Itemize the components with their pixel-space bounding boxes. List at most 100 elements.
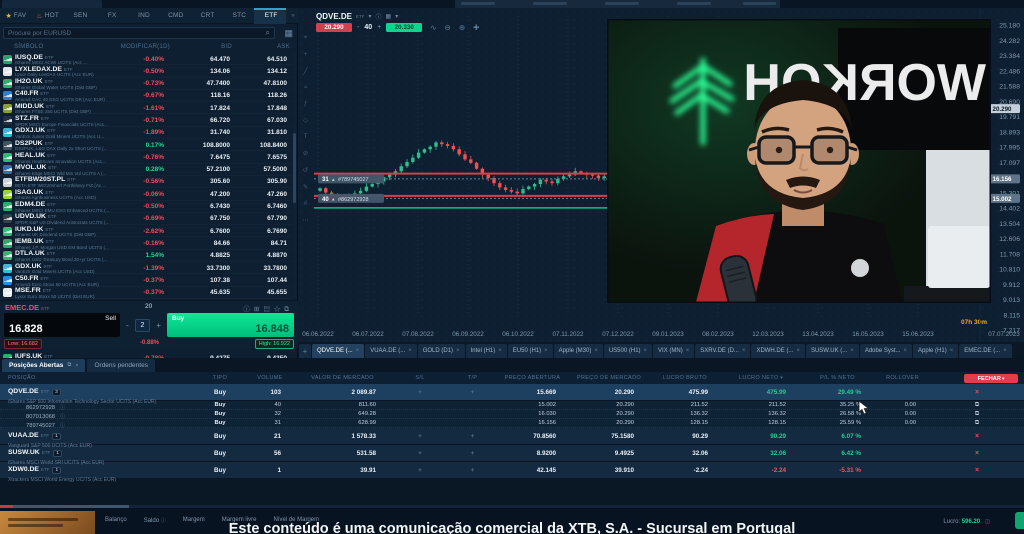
position-row[interactable]: 789745027 ⓘ Buy 31 628.99 16.156 20.290 1… bbox=[0, 419, 1024, 429]
expand-icon[interactable]: ⧉ bbox=[284, 305, 293, 313]
bid-price[interactable]: 305.60 bbox=[210, 178, 230, 186]
close-position-icon[interactable]: × bbox=[974, 432, 980, 440]
position-row[interactable]: QDVE.DE ETF 3 iShares S&P 500 Information … bbox=[0, 384, 1024, 405]
ask-price[interactable]: 17.848 bbox=[267, 104, 287, 112]
chart-tab[interactable]: GOLD (D1) × bbox=[417, 344, 465, 358]
buy-button[interactable]: Buy 16.848 bbox=[167, 313, 294, 337]
ask-price[interactable]: 57.5000 bbox=[263, 166, 288, 174]
watchlist-tab[interactable]: CRT bbox=[191, 8, 223, 24]
close-icon[interactable]: × bbox=[456, 348, 460, 354]
sell-button[interactable]: Sell 16.828 bbox=[4, 313, 120, 337]
close-icon[interactable]: × bbox=[594, 348, 598, 354]
bid-price[interactable]: 17.824 bbox=[210, 104, 230, 112]
search-bar[interactable]: Procure por EURUSD ⌕ bbox=[3, 27, 275, 39]
drawing-tool-icon[interactable]: ✎ bbox=[302, 184, 309, 191]
chart-symbol[interactable]: QDVE.DE bbox=[316, 11, 353, 21]
close-position-icon[interactable]: ⧉ bbox=[974, 419, 980, 426]
bid-price[interactable]: 7.6475 bbox=[210, 153, 230, 161]
bid-price[interactable]: 64.470 bbox=[210, 55, 230, 63]
chart-tab[interactable]: EU50 (H1) × bbox=[507, 344, 553, 358]
bid-price[interactable]: 45.635 bbox=[210, 289, 230, 297]
close-position-icon[interactable]: ⧉ bbox=[974, 401, 980, 408]
quantity-value[interactable]: 2 bbox=[135, 318, 150, 332]
ask-price[interactable]: 67.790 bbox=[267, 215, 287, 223]
position-row[interactable]: VUAA.DE ETF 1 Vanguard S&P 500 UCITS (Acc … bbox=[0, 428, 1024, 449]
close-icon[interactable]: × bbox=[643, 348, 648, 354]
bid-price[interactable]: 33.7300 bbox=[206, 264, 231, 272]
close-position-icon[interactable]: × bbox=[974, 388, 980, 396]
close-icon[interactable]: × bbox=[685, 348, 690, 354]
ask-price[interactable]: 6.7690 bbox=[267, 227, 287, 235]
indicator-icon[interactable]: ∿ bbox=[430, 22, 437, 32]
ask-price[interactable]: 31.810 bbox=[267, 129, 287, 137]
plus-icon[interactable]: + bbox=[377, 23, 382, 31]
chart-tab[interactable]: VUAA.DE (... × bbox=[365, 344, 417, 358]
close-icon[interactable]: × bbox=[949, 348, 954, 354]
ask-price[interactable]: 108.8400 bbox=[259, 141, 287, 149]
ask-price[interactable]: 118.26 bbox=[267, 92, 287, 100]
ask-price[interactable]: 45.655 bbox=[267, 289, 287, 297]
info-icon[interactable]: ⓘ bbox=[243, 305, 254, 313]
chart-tab[interactable]: Intel (H1) × bbox=[465, 344, 507, 358]
ask-price[interactable]: 305.90 bbox=[267, 178, 287, 186]
tp-add-button[interactable]: + bbox=[470, 432, 475, 440]
bid-price[interactable]: 84.66 bbox=[213, 239, 230, 247]
horizontal-scrollbar[interactable] bbox=[0, 505, 1024, 508]
ask-price[interactable]: 64.510 bbox=[267, 55, 287, 63]
search-input[interactable]: Procure por EURUSD bbox=[8, 29, 72, 37]
chart-tab[interactable]: Apple (M30) × bbox=[553, 344, 603, 358]
collapsed-green-button[interactable] bbox=[1015, 512, 1024, 529]
watchlist-tab[interactable]: IND bbox=[127, 8, 159, 24]
zoom-out-icon[interactable]: ⊖ bbox=[444, 22, 451, 32]
menu-icon[interactable] bbox=[768, 2, 776, 5]
chart-buy-button[interactable]: 20.330 bbox=[386, 22, 423, 32]
bid-price[interactable]: 47.7400 bbox=[206, 80, 231, 88]
ask-price[interactable]: 7.6575 bbox=[267, 153, 287, 161]
tp-add-button[interactable]: + bbox=[470, 388, 475, 396]
close-icon[interactable]: × bbox=[355, 348, 360, 354]
ask-price[interactable]: 47.260 bbox=[267, 190, 287, 198]
star-icon[interactable]: ☆ bbox=[273, 305, 285, 313]
bid-price[interactable]: 67.750 bbox=[210, 215, 230, 223]
watchlist-tab[interactable]: SEN bbox=[64, 8, 96, 24]
close-icon[interactable]: × bbox=[741, 348, 746, 354]
watchlist-tab[interactable]: » bbox=[286, 8, 298, 24]
drawing-tool-icon[interactable]: ⊘ bbox=[302, 150, 309, 157]
chart-tab[interactable]: EMEC.DE (... × bbox=[959, 344, 1012, 358]
watchlist-tab[interactable]: ★ FAV bbox=[0, 8, 32, 24]
ask-price[interactable]: 134.12 bbox=[267, 67, 287, 75]
minus-icon[interactable]: - bbox=[357, 23, 360, 31]
bid-price[interactable]: 31.740 bbox=[210, 129, 230, 137]
chart-tab[interactable]: SXRV.DE (D... × bbox=[695, 344, 751, 358]
drawing-tool-icon[interactable]: ⋯ bbox=[302, 217, 309, 224]
ask-price[interactable]: 33.7800 bbox=[263, 264, 288, 272]
drawing-tool-icon[interactable]: ◇ bbox=[303, 117, 308, 124]
info-icon[interactable]: ⓘ bbox=[375, 14, 382, 21]
close-icon[interactable]: × bbox=[408, 348, 412, 354]
chart-tab[interactable]: XDWH.DE (... × bbox=[751, 344, 805, 358]
close-position-icon[interactable]: × bbox=[974, 449, 980, 457]
close-icon[interactable]: × bbox=[903, 348, 908, 354]
watchlist-tab[interactable]: CMD bbox=[159, 8, 191, 24]
main-menu-stub[interactable] bbox=[455, 0, 780, 8]
close-position-icon[interactable]: × bbox=[974, 466, 980, 474]
ask-price[interactable]: 6.7460 bbox=[267, 203, 287, 211]
chart-tab[interactable]: VIX (MN) × bbox=[653, 344, 695, 358]
drawing-tool-icon[interactable]: T bbox=[303, 133, 308, 140]
watchlist-tab[interactable]: ETF bbox=[254, 7, 287, 24]
bid-price[interactable]: 57.2100 bbox=[206, 166, 231, 174]
bid-price[interactable]: 6.7430 bbox=[210, 203, 230, 211]
close-icon[interactable]: × bbox=[75, 362, 79, 369]
bid-price[interactable]: 134.06 bbox=[210, 67, 230, 75]
window-tab-stub[interactable] bbox=[2, 0, 102, 8]
